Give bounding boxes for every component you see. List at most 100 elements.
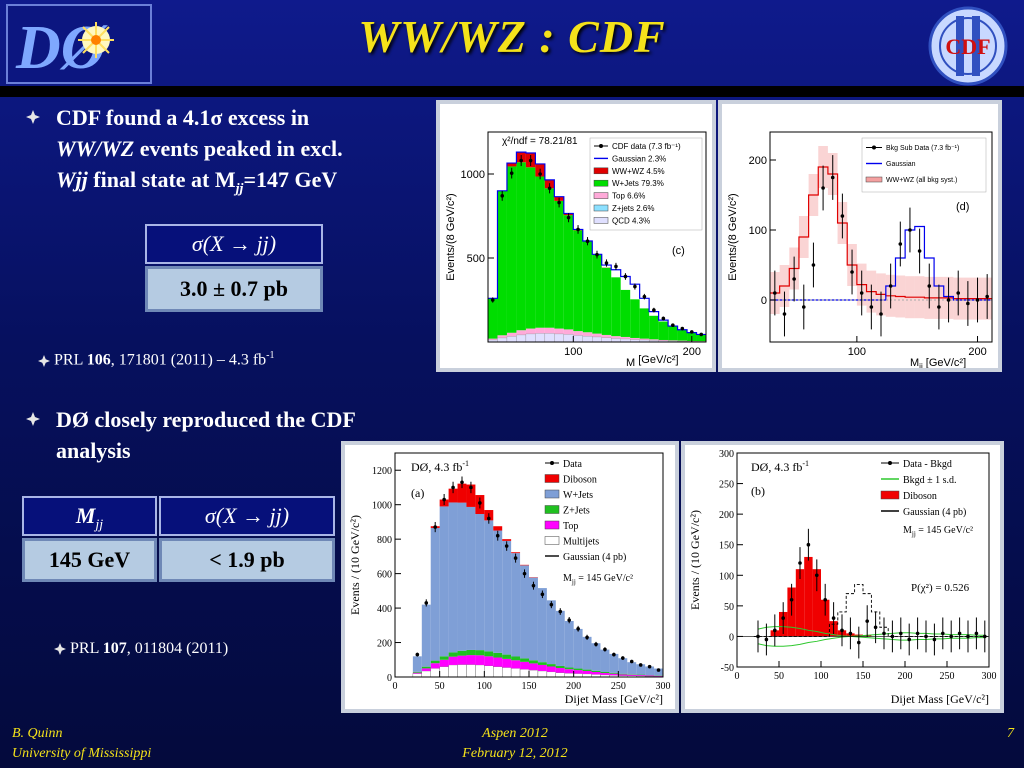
chart-title: DØ, 4.3 fb-1: [751, 459, 809, 474]
zjets-bar: [529, 660, 538, 664]
legend-entry: Gaussian (4 pb): [903, 507, 966, 518]
y-tick-label: 150: [719, 541, 734, 552]
legend-entry: Bkgd ± 1 s.d.: [903, 475, 957, 486]
x-tick-label: 250: [940, 671, 955, 682]
data-point: [547, 186, 552, 191]
data-point: [504, 544, 509, 548]
data-point: [898, 242, 903, 246]
wjets-bar: [439, 506, 449, 657]
zjets-bar: [511, 656, 521, 661]
wjets-bar: [582, 636, 592, 670]
x-tick-label: 100: [848, 346, 866, 358]
data-point: [882, 631, 886, 636]
top-bar: [537, 664, 547, 671]
x-tick-label: 250: [611, 681, 626, 692]
diboson-bar: [448, 488, 458, 503]
d0-bkgsub-chart: 0 50 100 150 200 250 300-50050100150200250300E…: [688, 449, 997, 706]
chart-panel-b: 0 50 100 150 200 250 300 -50 0 50 100 150 200 250 300 E…: [681, 441, 1004, 713]
legend-entry: Data - Bkgd: [903, 459, 952, 470]
wjets-bar: [618, 658, 628, 674]
bullet-jj-sub: jj: [235, 181, 244, 197]
qcd-bar: [611, 338, 621, 343]
footer-center: Aspen 2012 February 12, 2012: [440, 724, 590, 764]
wjets-bar: [563, 215, 574, 330]
legend-entry: Z+jets 2.6%: [612, 204, 654, 213]
y-axis-label: Events / (10 GeV/c²): [688, 510, 702, 610]
legend-entry: Z+Jets: [563, 506, 590, 517]
bullet-cdf-found: CDF found a 4.1σ excess in WW/WZ events …: [26, 102, 435, 204]
multijets-bar: [537, 670, 548, 678]
cdf-reference: PRL 106, 171801 (2011) – 4.3 fb-1: [38, 350, 274, 369]
top-bar: [430, 663, 440, 669]
data-point: [908, 228, 912, 232]
x-axis-label-unit: [GeV/c²]: [923, 357, 966, 368]
data-point: [823, 597, 827, 602]
mjj-label: M: [75, 503, 96, 528]
wjets-bar: [412, 656, 422, 672]
wjets-bar: [658, 321, 669, 340]
chart-panel-c: 100 200 500 1000 Events/(8 GeV/c²) M [GeV/c²]…: [436, 100, 716, 372]
top-bar: [564, 669, 574, 674]
data-point: [603, 647, 607, 652]
qcd-bar: [544, 333, 555, 343]
zjets-bar: [618, 673, 628, 675]
wjets-bar: [630, 299, 640, 338]
wjets-bar: [696, 334, 706, 342]
zjets-bar: [609, 672, 619, 674]
multijets-bar: [475, 664, 485, 678]
footer-author: B. Quinn: [12, 726, 63, 741]
data-point: [576, 227, 580, 232]
legend-note-sub: jj: [571, 578, 576, 586]
ref-sup: -1: [266, 350, 275, 361]
data-point: [689, 330, 694, 334]
multijets-bar: [573, 673, 583, 678]
data-point: [594, 642, 598, 647]
wjets-bar: [554, 200, 564, 329]
top-bar: [511, 660, 521, 669]
data-point: [764, 637, 769, 642]
bullet-wjj: Wjj: [56, 167, 88, 192]
top-bar: [448, 656, 458, 665]
panel-tag: (b): [751, 484, 765, 498]
wwwz-bar: [506, 163, 517, 167]
mjj-sub: jj: [95, 517, 104, 533]
qcd-bar: [573, 335, 583, 343]
legend-entry: Data: [563, 459, 582, 470]
data-point: [781, 616, 785, 620]
legend-entry: Bkg Sub Data (7.3 fb⁻¹): [886, 145, 959, 152]
bullet-line-3: final state at M: [87, 167, 236, 192]
data-point: [917, 249, 922, 253]
bullet-line-1: CDF found a 4.1σ excess in: [56, 105, 310, 130]
wjets-bar: [484, 520, 494, 652]
wjets-bar: [573, 230, 583, 332]
wjets-bar: [535, 176, 545, 328]
wjets-bar: [601, 267, 612, 335]
d0-mass-value: 145 GeV: [22, 538, 157, 582]
data-point: [869, 305, 874, 309]
multijets-bar: [519, 669, 530, 678]
legend-swatch: [550, 461, 554, 465]
data-point: [859, 291, 864, 295]
cdf-bkgsub-chart: 100 200 0 100 200 Events/(8 GeV/c²) Mjj [GeV/c…: [727, 131, 993, 368]
legend-entry: CDF data (7.3 fb⁻¹): [612, 142, 681, 151]
data-point: [848, 631, 853, 636]
top-bar: [627, 674, 637, 676]
ref-volume: 107: [102, 640, 127, 657]
zjets-bar: [484, 651, 494, 657]
qcd-bar: [592, 336, 602, 343]
wjets-bar: [654, 668, 663, 676]
zjets-bar: [636, 674, 646, 676]
wjets-bar: [649, 315, 659, 340]
cdf-xsec-header: σ(X → jj): [145, 224, 323, 264]
zjets-bar: [493, 652, 503, 658]
ref-volume: 106: [86, 351, 111, 369]
zjets-bar: [457, 650, 467, 656]
ref-detail: , 011804 (2011): [126, 640, 229, 657]
data-point: [623, 274, 628, 279]
qcd-bar: [506, 336, 517, 343]
data-point: [487, 516, 491, 521]
ref-detail: , 171801 (2011) – 4.3 fb: [110, 351, 267, 369]
data-point: [801, 305, 806, 309]
top-bar: [582, 670, 592, 674]
multijets-bar: [412, 673, 423, 678]
